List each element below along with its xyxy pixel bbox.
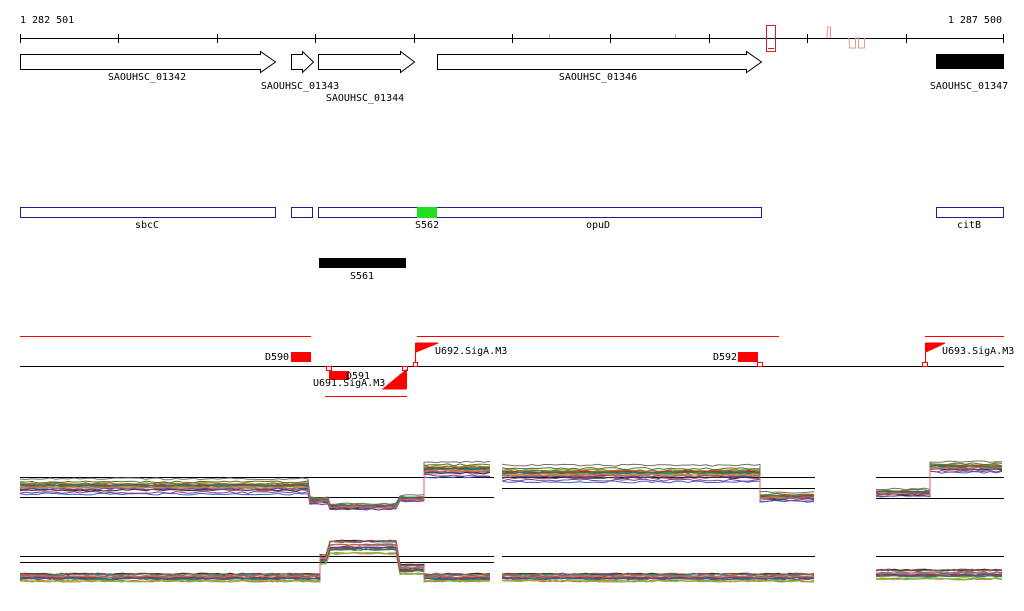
feature-track: D590 D591 D592 U691.SigA.M3 U692.SigA.M3… bbox=[20, 336, 1014, 397]
expression-trace bbox=[19, 548, 491, 581]
upregulated-feature[interactable] bbox=[381, 368, 407, 390]
coordinate-axis bbox=[20, 34, 1004, 43]
expression-trace bbox=[875, 574, 1002, 578]
gene-arrow[interactable] bbox=[20, 50, 277, 74]
gene-label: SAOUHSC_01344 bbox=[326, 93, 404, 104]
annotation-label: citB bbox=[957, 220, 981, 231]
srna-label: S561 bbox=[350, 271, 374, 282]
annotation-box[interactable] bbox=[936, 207, 1004, 218]
gene-label: SAOUHSC_01347 bbox=[930, 81, 1008, 92]
gene-label: SAOUHSC_01343 bbox=[261, 81, 339, 92]
gene-arrow[interactable] bbox=[437, 50, 763, 74]
expression-trace bbox=[19, 469, 491, 509]
expression-trace bbox=[501, 478, 815, 502]
expression-trace bbox=[19, 539, 491, 576]
selection-box[interactable] bbox=[766, 25, 776, 52]
annotation-box[interactable] bbox=[20, 207, 276, 218]
expression-trace bbox=[501, 579, 815, 583]
gene-block[interactable] bbox=[936, 54, 1004, 69]
gene-arrow[interactable] bbox=[318, 50, 416, 74]
gene-track: SAOUHSC_01342 SAOUHSC_01343 SAOUHSC_0134… bbox=[20, 50, 1008, 104]
gene-label: SAOUHSC_01346 bbox=[559, 72, 637, 83]
expression-trace bbox=[875, 469, 1003, 497]
expression-trace bbox=[501, 572, 815, 576]
feature-label: U693.SigA.M3 bbox=[942, 346, 1014, 357]
expression-trace bbox=[875, 464, 1003, 494]
feature-label: D592 bbox=[713, 352, 737, 363]
annotation-label: sbcC bbox=[135, 220, 159, 231]
annotation-label: S562 bbox=[415, 220, 439, 231]
expression-trace bbox=[501, 576, 815, 580]
expression-trace bbox=[501, 480, 815, 503]
expression-trace bbox=[19, 544, 491, 579]
highlight-box[interactable] bbox=[417, 207, 437, 218]
expression-trace bbox=[19, 467, 491, 508]
expression-trace bbox=[501, 577, 815, 581]
feature-label: U691.SigA.M3 bbox=[313, 378, 385, 389]
expression-trace bbox=[501, 463, 815, 494]
expression-trace bbox=[875, 577, 1003, 581]
expression-trace bbox=[19, 540, 491, 576]
annotation-box[interactable] bbox=[318, 207, 762, 218]
gene-label: SAOUHSC_01342 bbox=[108, 72, 186, 83]
expression-trace bbox=[875, 571, 1003, 575]
annotation-box[interactable] bbox=[291, 207, 313, 218]
end-coordinate: 1 287 500 bbox=[948, 15, 1002, 26]
expression-trace bbox=[19, 543, 491, 578]
downregulated-feature[interactable] bbox=[738, 352, 758, 362]
expression-trace bbox=[19, 460, 491, 505]
feature-label: D591 bbox=[346, 371, 370, 382]
expression-profile-lower bbox=[19, 539, 1004, 583]
downregulated-feature[interactable] bbox=[291, 352, 311, 362]
feature-label: U692.SigA.M3 bbox=[435, 346, 507, 357]
feature-label: D590 bbox=[265, 352, 289, 363]
expression-trace bbox=[20, 543, 491, 578]
annotation-label: opuD bbox=[586, 220, 610, 231]
annotation-track: sbcC S562 opuD citB bbox=[20, 207, 1004, 231]
expression-trace bbox=[875, 577, 1003, 581]
srna-block[interactable] bbox=[319, 258, 406, 268]
expression-trace bbox=[501, 575, 815, 579]
expression-trace bbox=[875, 466, 1003, 495]
expression-trace bbox=[501, 467, 814, 496]
expression-trace bbox=[875, 466, 1003, 496]
upregulated-feature[interactable] bbox=[925, 342, 946, 353]
downregulated-feature[interactable] bbox=[329, 371, 349, 380]
expression-trace bbox=[501, 473, 815, 499]
upregulated-feature[interactable] bbox=[415, 342, 439, 353]
expression-trace bbox=[19, 552, 490, 583]
expression-trace bbox=[875, 569, 1003, 572]
expression-trace bbox=[501, 471, 815, 498]
axis-feature-marks bbox=[549, 26, 865, 49]
expression-profile-upper bbox=[19, 460, 1004, 511]
expression-trace bbox=[875, 460, 1003, 491]
start-coordinate: 1 282 501 bbox=[20, 15, 74, 26]
gene-arrow[interactable] bbox=[291, 50, 315, 74]
